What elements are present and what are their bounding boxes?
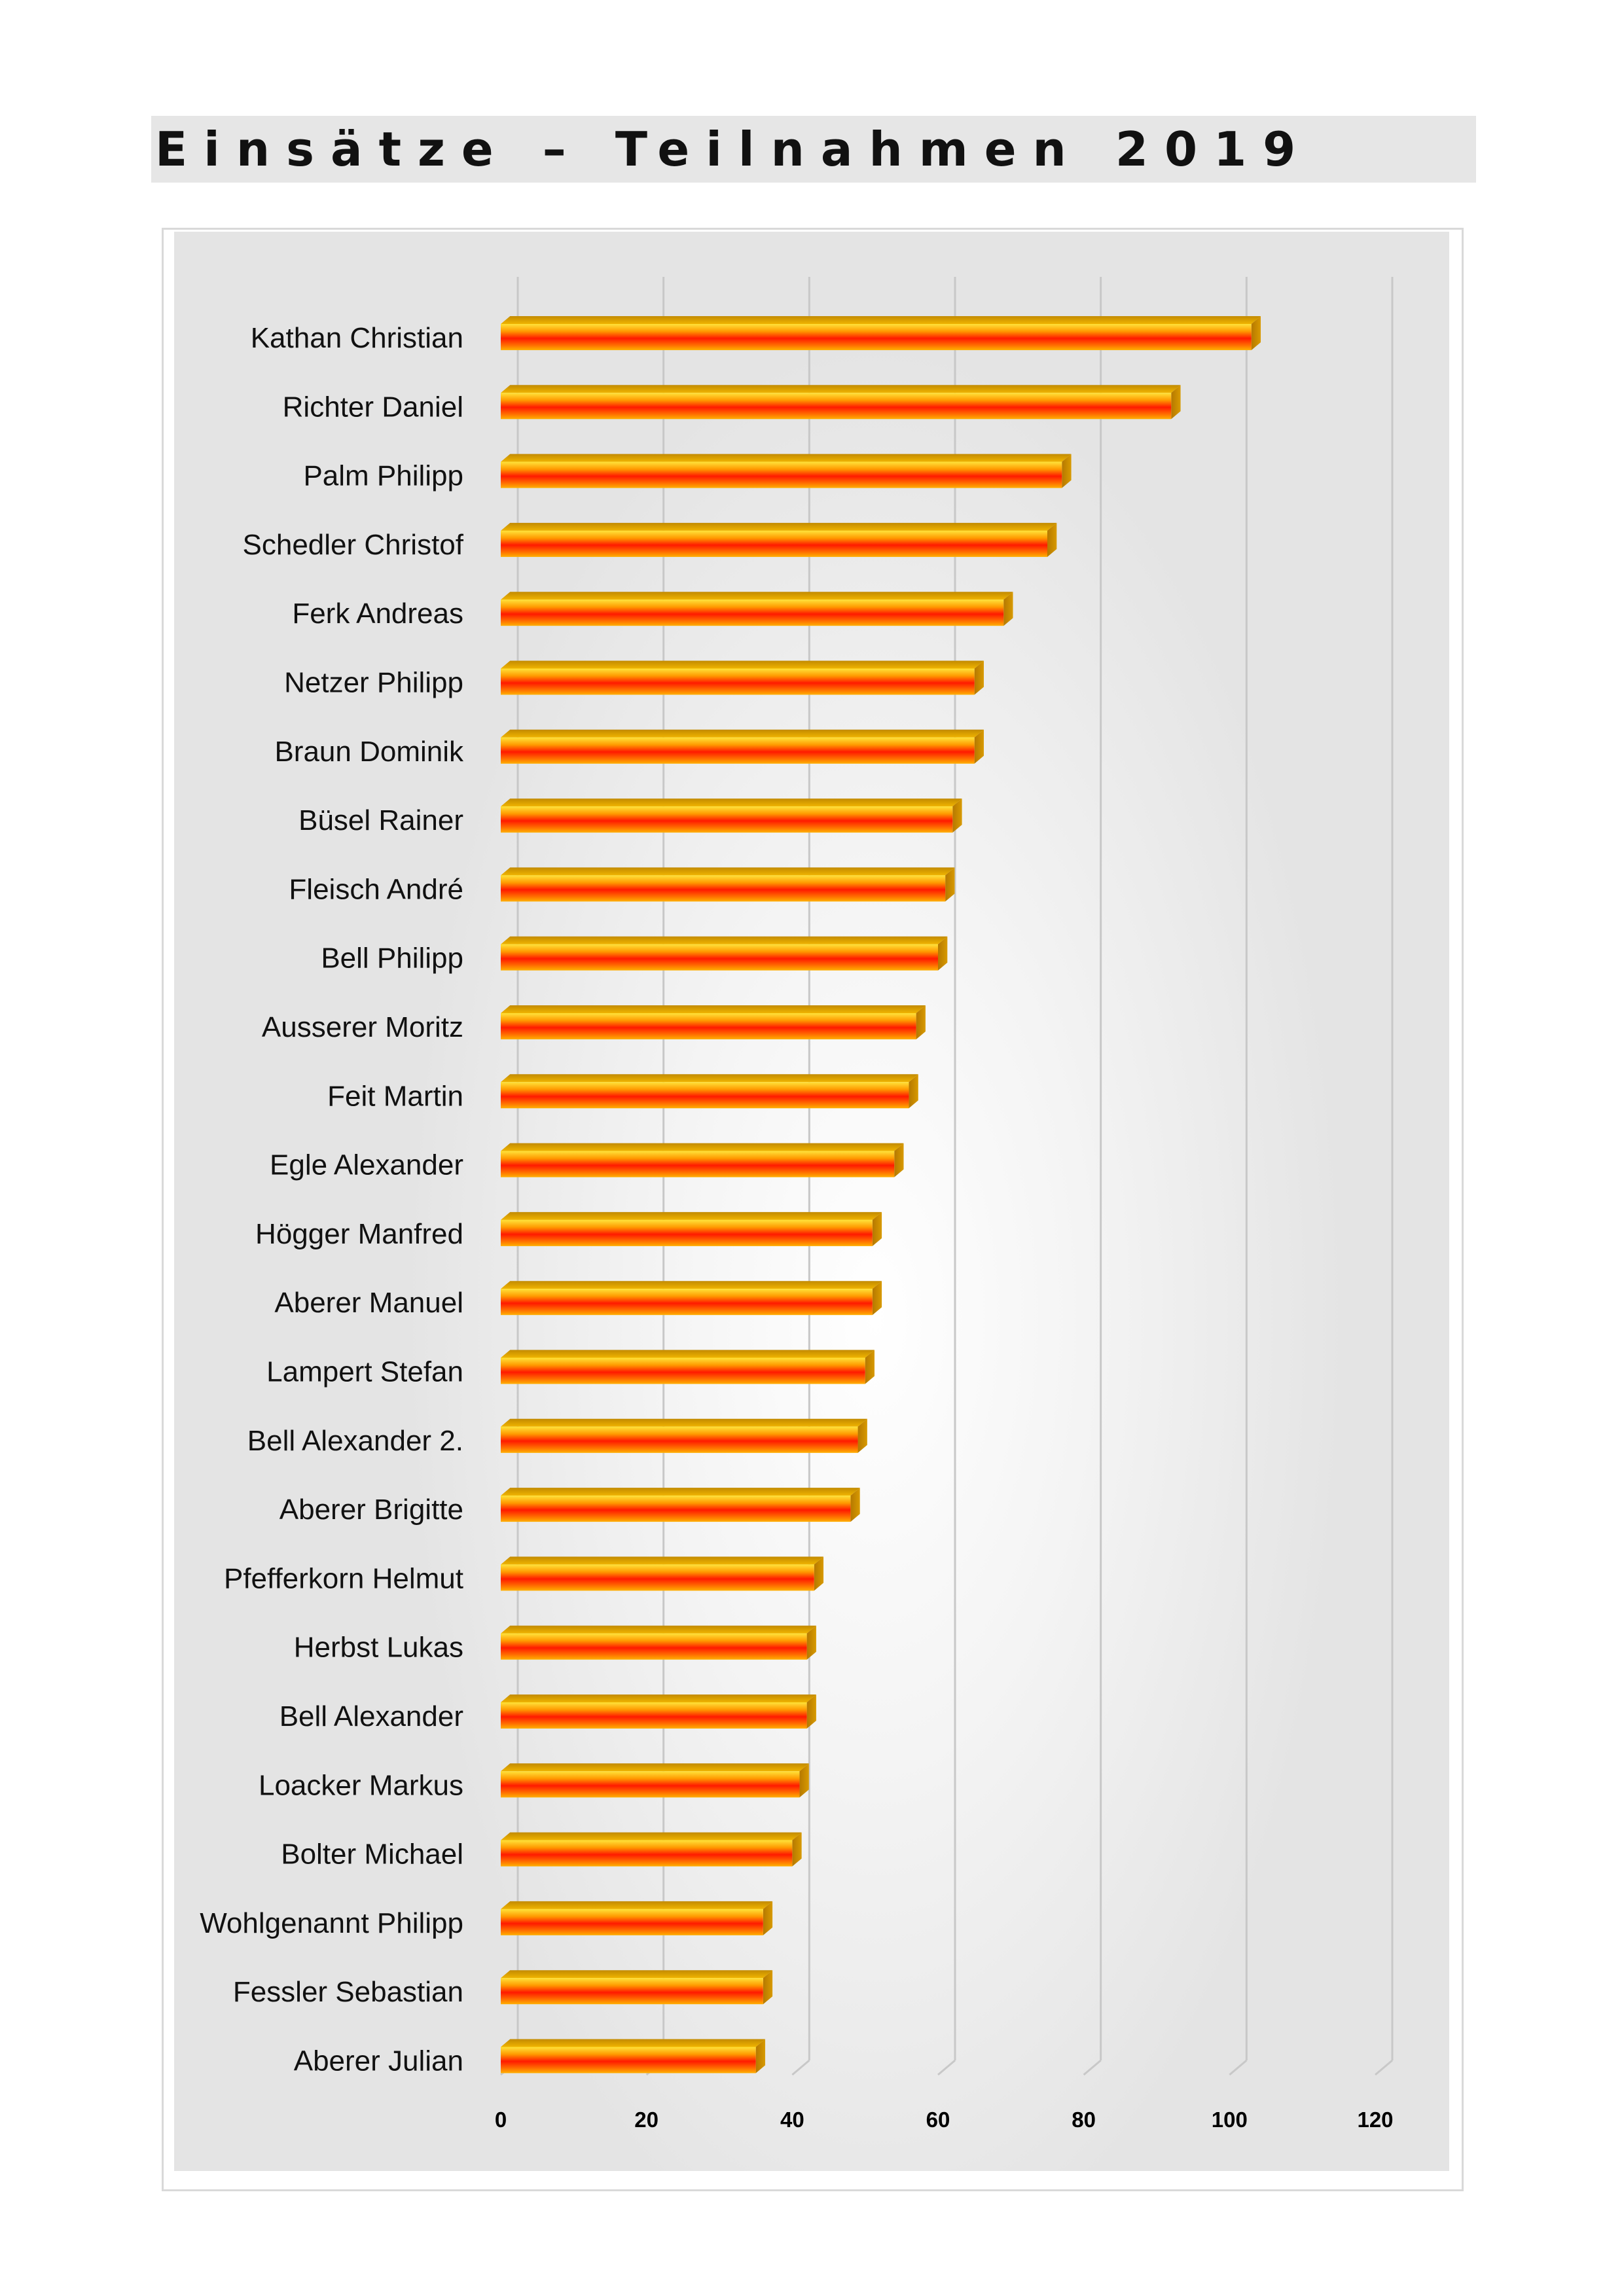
category-label: Pfefferkorn Helmut <box>224 1562 463 1594</box>
gridline-floor <box>791 2059 810 2076</box>
x-axis-tick-labels: 0 20 40 60 80 100 120 <box>495 2108 1394 2132</box>
category-label: Kathan Christian <box>251 322 463 354</box>
bar <box>501 1970 773 2005</box>
category-label: Ferk Andreas <box>292 598 463 630</box>
title-bar: Einsätze – Teilnahmen 2019 <box>151 116 1476 183</box>
bar <box>501 592 1013 626</box>
category-labels: Kathan Christian Richter Daniel Palm Phili… <box>200 322 464 2077</box>
bar <box>501 660 984 695</box>
bar <box>501 522 1057 557</box>
bar <box>501 385 1181 420</box>
x-tick-label: 80 <box>1072 2108 1096 2132</box>
bar <box>501 454 1072 488</box>
x-tick-label: 60 <box>926 2108 950 2132</box>
bar <box>501 1763 809 1798</box>
bar <box>501 1695 816 1729</box>
category-label: Aberer Julian <box>294 2045 463 2077</box>
category-label: Loacker Markus <box>259 1769 463 1801</box>
bar <box>501 936 948 971</box>
category-label: Wohlgenannt Philipp <box>200 1907 463 1939</box>
category-label: Richter Daniel <box>283 391 463 423</box>
category-label: Lampert Stefan <box>266 1356 463 1388</box>
bar <box>501 1211 882 1246</box>
bar <box>501 867 955 902</box>
category-label: Bell Alexander <box>280 1700 463 1732</box>
bar <box>501 1556 824 1591</box>
bar <box>501 1418 867 1453</box>
bar <box>501 1143 904 1177</box>
category-label: Braun Dominik <box>274 736 464 768</box>
category-label: Feit Martin <box>327 1080 463 1112</box>
x-tick-label: 0 <box>495 2108 507 2132</box>
category-label: Bell Philipp <box>321 942 463 975</box>
bar <box>501 1488 860 1522</box>
category-label: Bolter Michael <box>281 1839 463 1871</box>
category-label: Egle Alexander <box>270 1149 463 1181</box>
bar <box>501 1832 802 1867</box>
bars <box>501 316 1261 2073</box>
gridline-floor <box>1375 2059 1393 2076</box>
bar <box>501 1901 773 1935</box>
category-label: Bell Alexander 2. <box>247 1425 463 1457</box>
bar <box>501 2039 765 2073</box>
category-label: Büsel Rainer <box>298 804 463 836</box>
category-label: Fleisch André <box>289 873 463 905</box>
category-label: Palm Philipp <box>303 460 463 492</box>
bar <box>501 1281 882 1316</box>
category-label: Netzer Philipp <box>284 667 463 699</box>
bar <box>501 1625 816 1660</box>
category-label: Högger Manfred <box>255 1218 463 1250</box>
gridline-floor <box>937 2059 956 2076</box>
gridline-floor <box>1083 2059 1102 2076</box>
bar <box>501 798 962 833</box>
x-tick-label: 100 <box>1212 2108 1248 2132</box>
category-label: Herbst Lukas <box>294 1632 463 1664</box>
gridline-floor <box>1229 2059 1248 2076</box>
category-label: Ausserer Moritz <box>262 1011 463 1043</box>
category-label: Schedler Christof <box>243 529 464 561</box>
category-label: Fessler Sebastian <box>233 1976 463 2008</box>
x-tick-label: 20 <box>634 2108 659 2132</box>
bar <box>501 729 984 764</box>
category-label: Aberer Brigitte <box>280 1494 463 1526</box>
category-label: Aberer Manuel <box>274 1287 463 1319</box>
bar <box>501 316 1261 350</box>
bar <box>501 1074 918 1109</box>
x-tick-label: 120 <box>1357 2108 1393 2132</box>
bar <box>501 1350 875 1384</box>
page-title: Einsätze – Teilnahmen 2019 <box>155 122 1312 177</box>
bar <box>501 1005 926 1039</box>
x-tick-label: 40 <box>780 2108 804 2132</box>
